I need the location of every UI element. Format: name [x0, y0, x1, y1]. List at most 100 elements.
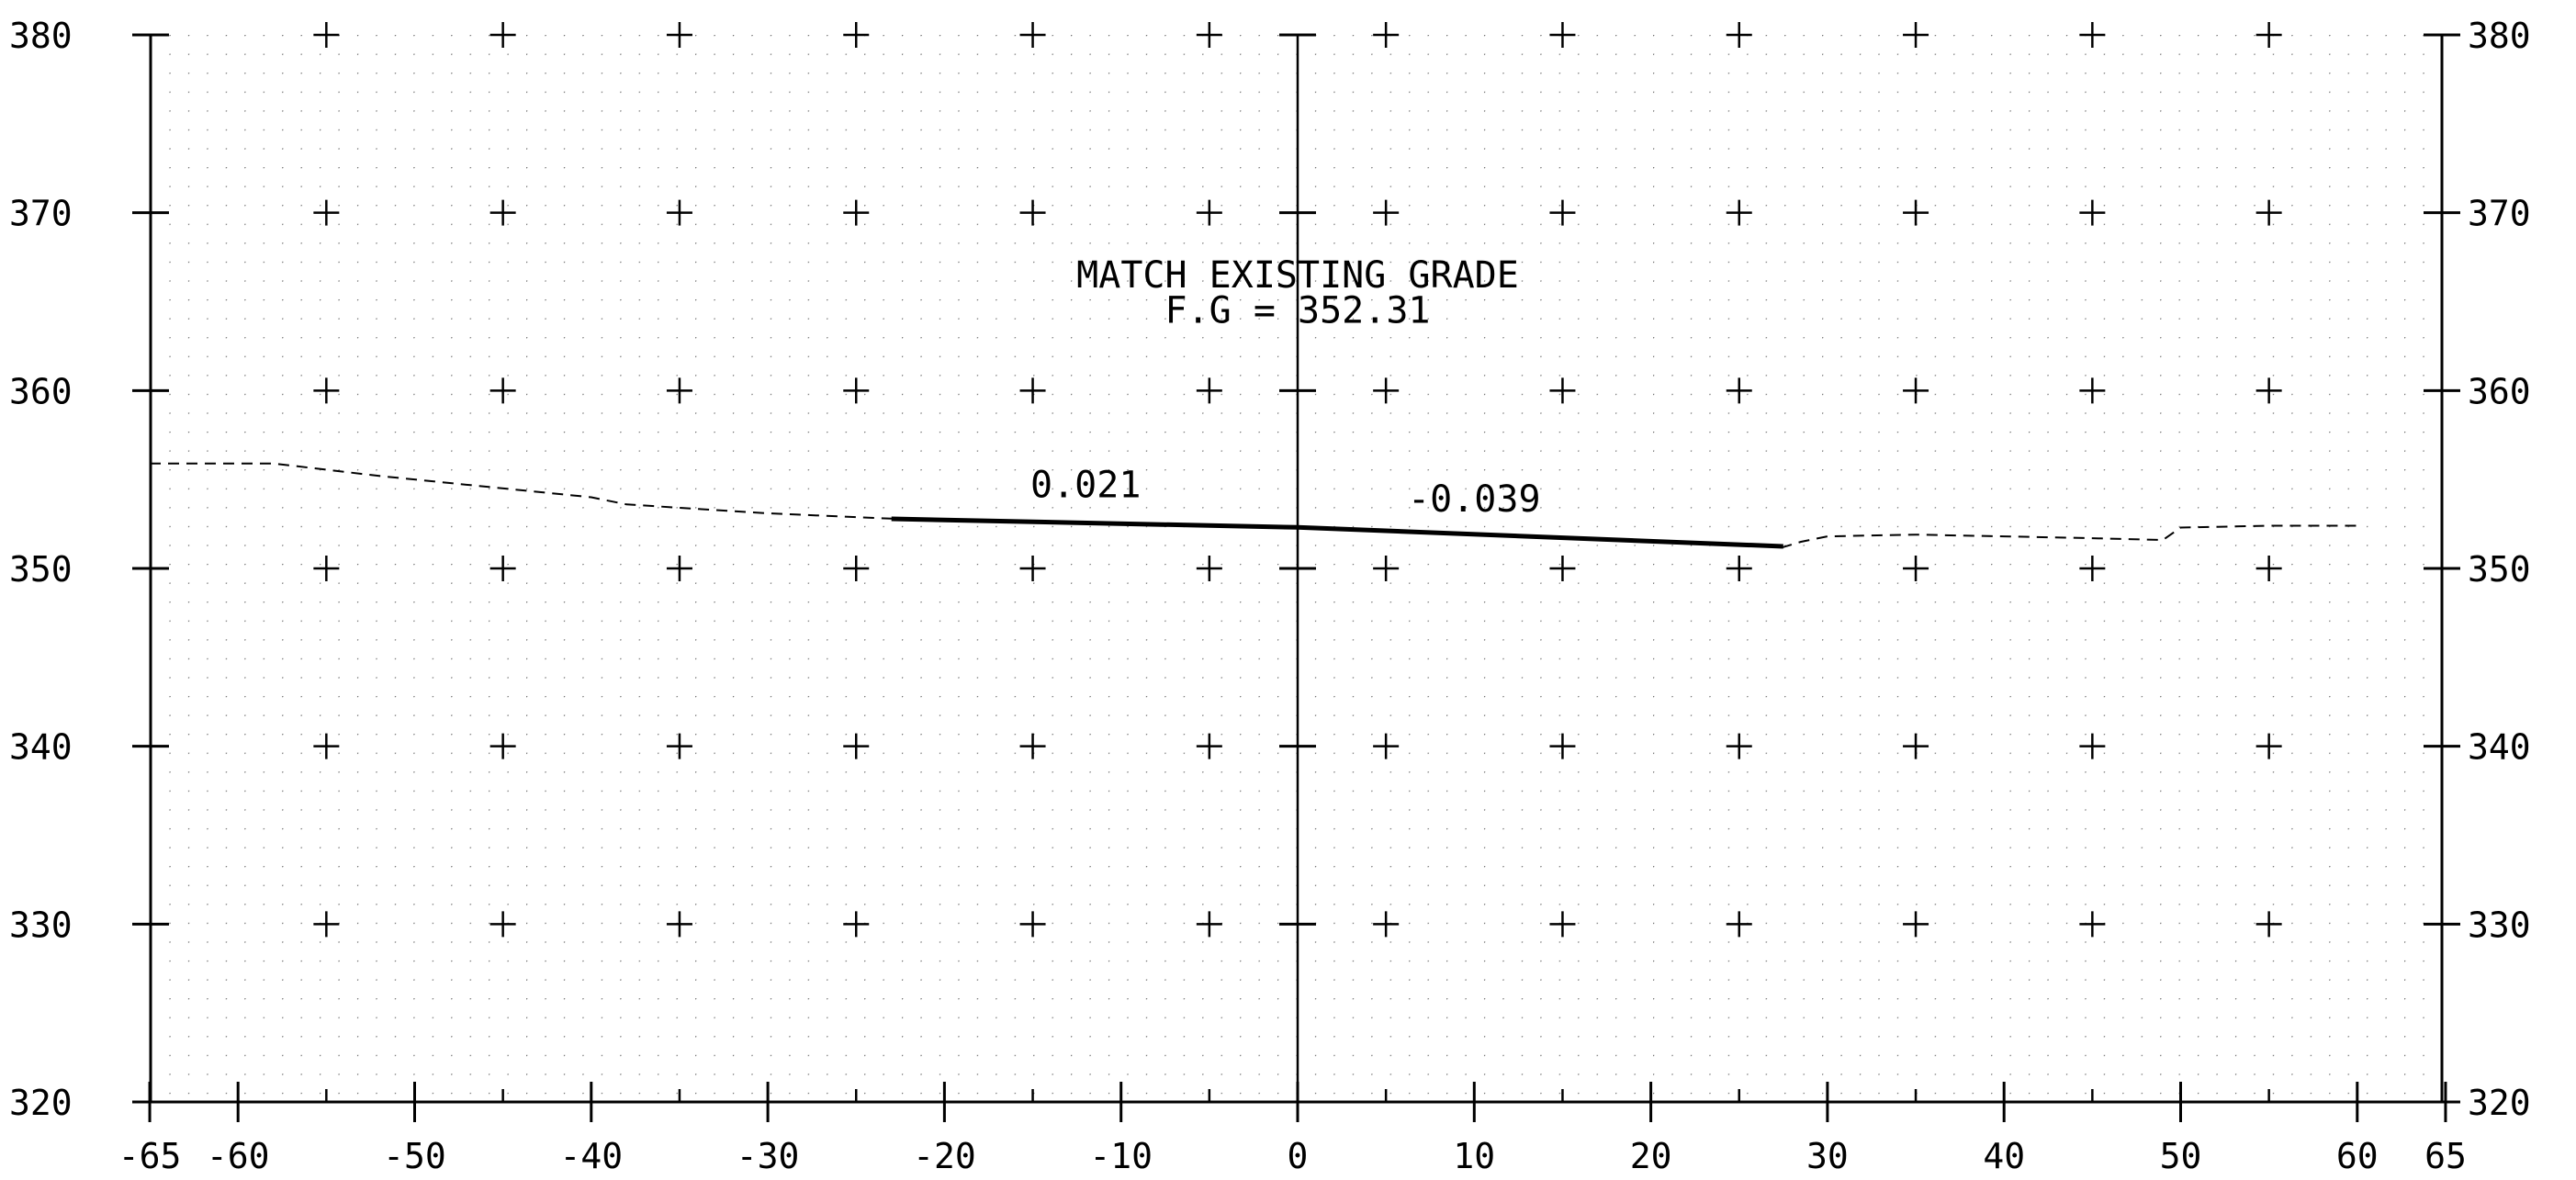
x-tick-label: 20: [1630, 1136, 1672, 1176]
axis-frame: [132, 33, 2460, 1122]
y-tick-label-left: 380: [9, 16, 73, 56]
x-tick-label: 65: [2424, 1136, 2467, 1176]
grid-cross: [666, 377, 692, 404]
x-tick-label: -20: [913, 1136, 976, 1176]
grid-crosses: [313, 22, 2282, 938]
grid-cross: [1726, 911, 1752, 938]
grid-cross: [2255, 556, 2282, 581]
grid-cross: [1903, 556, 1929, 581]
grid-cross: [1903, 911, 1929, 938]
grid-cross: [2255, 22, 2282, 48]
grid-cross: [489, 22, 516, 48]
y-tick-label-right: 330: [2468, 905, 2531, 945]
x-tick-label: 40: [1983, 1136, 2025, 1176]
grid-cross: [2255, 733, 2282, 759]
grid-cross: [313, 911, 340, 938]
grid-cross: [1196, 556, 1222, 581]
grid-cross: [1549, 556, 1576, 581]
grid-cross: [489, 911, 516, 938]
grid-cross: [1726, 199, 1752, 226]
grid-cross: [843, 556, 870, 581]
grid-cross: [1903, 22, 1929, 48]
x-tick-label: -50: [383, 1136, 446, 1176]
x-tick-label: -65: [118, 1136, 182, 1176]
y-tick-label-left: 370: [9, 194, 73, 234]
grid-cross: [1903, 199, 1929, 226]
grid-cross: [1373, 377, 1400, 404]
grid-cross: [1549, 377, 1576, 404]
grid-cross: [489, 556, 516, 581]
grid-cross: [313, 733, 340, 759]
annotation-label: F.G = 352.31: [1165, 290, 1431, 332]
grid-cross: [1019, 377, 1046, 404]
grid-cross: [1549, 911, 1576, 938]
y-tick-label-left: 350: [9, 549, 73, 590]
grid-cross: [1019, 556, 1046, 581]
x-tick-label: 0: [1288, 1136, 1309, 1176]
y-tick-label-right: 380: [2468, 16, 2531, 56]
grid-cross: [843, 199, 870, 226]
annotation-label: MATCH EXISTING GRADE: [1076, 254, 1519, 297]
grid-cross: [1373, 911, 1400, 938]
y-tick-label-right: 370: [2468, 194, 2531, 234]
grid-cross: [1019, 199, 1046, 226]
x-tick-label: 10: [1453, 1136, 1495, 1176]
grid-cross: [313, 22, 340, 48]
grid-cross: [2255, 199, 2282, 226]
grid-cross: [1726, 556, 1752, 581]
proposed-grade-line: [891, 516, 1783, 549]
grid-cross: [843, 733, 870, 759]
grid-cross: [1373, 199, 1400, 226]
y-tick-label-left: 340: [9, 727, 73, 768]
grid-cross: [2079, 911, 2106, 938]
y-tick-label-right: 350: [2468, 549, 2531, 590]
grid-cross: [1373, 556, 1400, 581]
grid-cross: [2079, 733, 2106, 759]
grid-cross: [2079, 22, 2106, 48]
grid-cross: [1549, 22, 1576, 48]
grid-cross: [2255, 911, 2282, 938]
grid-cross: [1196, 199, 1222, 226]
series-layer: [150, 462, 2357, 549]
grid-cross: [843, 377, 870, 404]
grid-cross: [666, 22, 692, 48]
grid-cross: [1549, 733, 1576, 759]
grid-cross: [666, 733, 692, 759]
grid-cross: [1373, 733, 1400, 759]
grid-cross: [313, 556, 340, 581]
annotation-label: -0.039: [1408, 478, 1541, 521]
grid-cross: [1196, 22, 1222, 48]
grid-cross: [1196, 911, 1222, 938]
x-tick-label: -40: [559, 1136, 623, 1176]
annotation-label: 0.021: [1030, 465, 1141, 507]
grid-cross: [843, 22, 870, 48]
tick-labels: 320 320 330 330 340 340 350 350 360 360 370 370 380 3…: [9, 16, 2531, 1176]
grid-cross: [2079, 556, 2106, 581]
grid-cross: [313, 377, 340, 404]
x-tick-label: 30: [1806, 1136, 1849, 1176]
x-tick-label: 60: [2336, 1136, 2379, 1176]
grid-cross: [666, 911, 692, 938]
grid-cross: [1373, 22, 1400, 48]
y-tick-label-right: 320: [2468, 1083, 2531, 1123]
x-tick-label: -30: [737, 1136, 800, 1176]
grid-cross: [1726, 733, 1752, 759]
y-tick-label-left: 360: [9, 371, 73, 411]
grid-cross: [1726, 22, 1752, 48]
grid-cross: [489, 377, 516, 404]
grid-cross: [666, 556, 692, 581]
grid-cross: [2255, 377, 2282, 404]
x-tick-label: 50: [2160, 1136, 2202, 1176]
grid-cross: [2079, 199, 2106, 226]
grid-cross: [2079, 377, 2106, 404]
y-tick-label-left: 320: [9, 1083, 73, 1123]
grid-cross: [1726, 377, 1752, 404]
y-tick-label-left: 330: [9, 905, 73, 945]
grid-cross: [489, 733, 516, 759]
grid-cross: [1019, 733, 1046, 759]
grid-cross: [1549, 199, 1576, 226]
grid-cross: [1019, 22, 1046, 48]
x-tick-label: -10: [1089, 1136, 1153, 1176]
